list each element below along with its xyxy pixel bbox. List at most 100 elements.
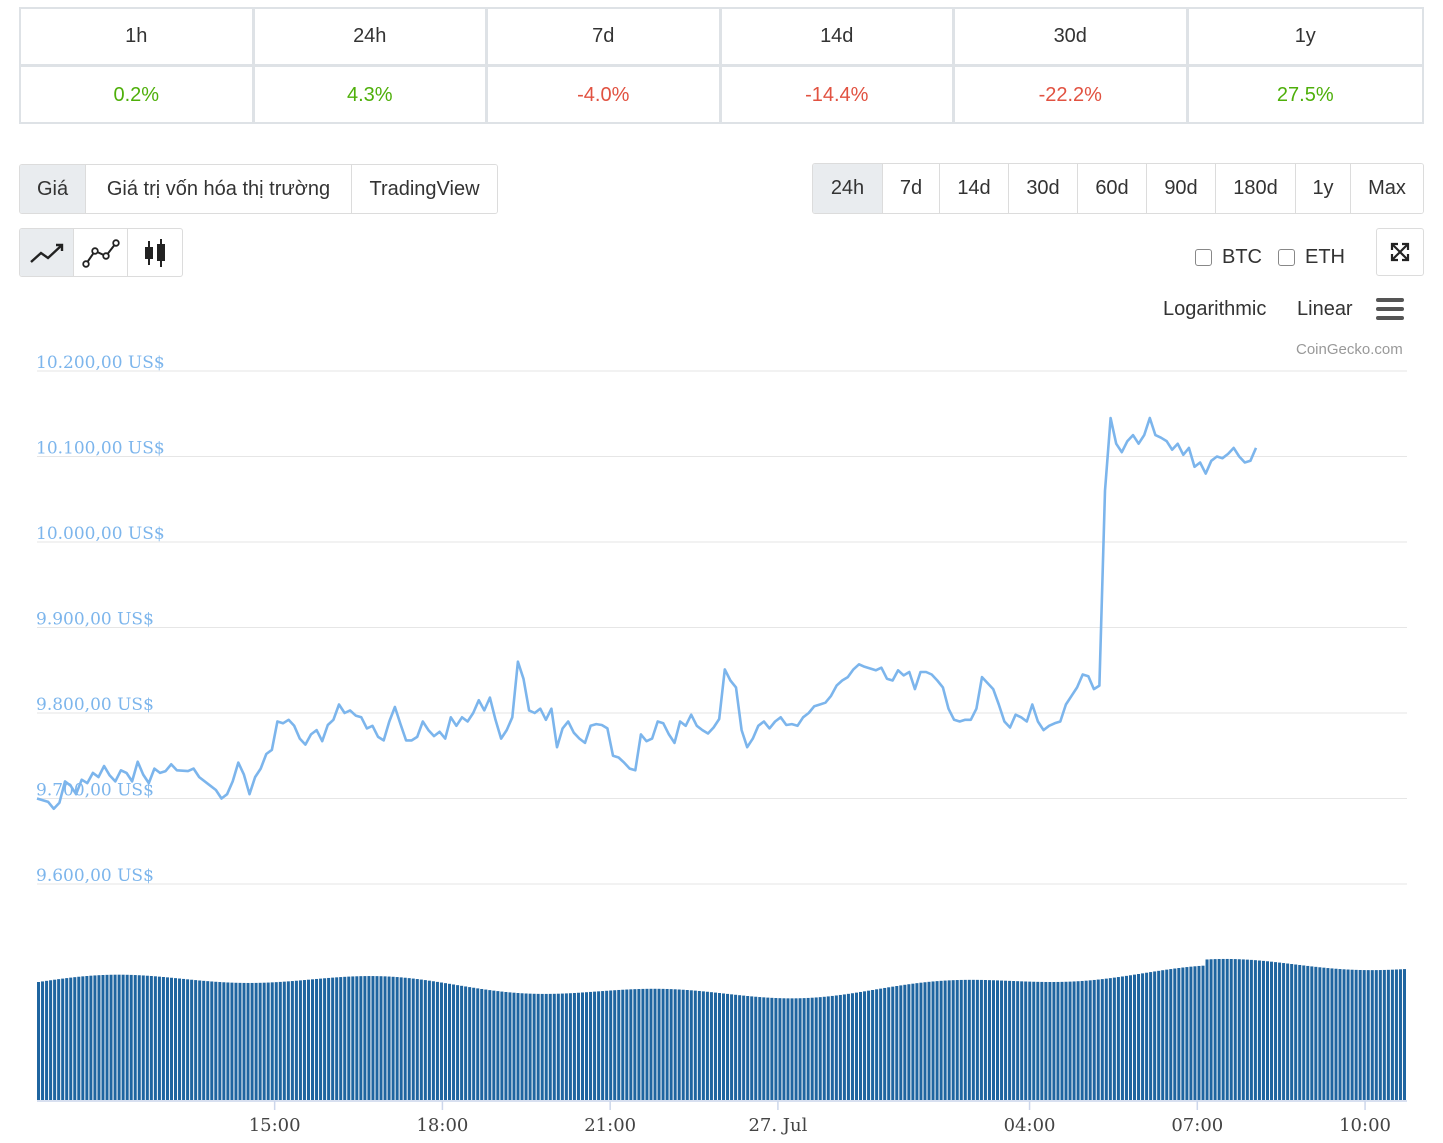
volume-bar	[1318, 967, 1322, 1100]
range-tab-max[interactable]: Max	[1351, 164, 1423, 213]
volume-bar	[863, 991, 867, 1100]
chart-menu-icon[interactable]	[1376, 298, 1404, 320]
volume-bar	[230, 982, 234, 1100]
volume-bar	[746, 996, 750, 1100]
range-tab-24h[interactable]: 24h	[813, 164, 883, 213]
volume-bar	[633, 989, 637, 1100]
volume-bar	[347, 976, 351, 1100]
volume-bar	[1185, 967, 1189, 1100]
compare-eth[interactable]: ETH	[1278, 246, 1345, 269]
volume-bar	[93, 975, 97, 1100]
volume-bar	[274, 982, 278, 1100]
volume-bar	[206, 981, 210, 1100]
volume-bar	[157, 976, 161, 1100]
tab-tradingview[interactable]: TradingView	[352, 165, 497, 213]
range-tab-90d[interactable]: 90d	[1147, 164, 1216, 213]
volume-bar	[585, 992, 589, 1100]
point-line-chart-button[interactable]	[74, 229, 128, 276]
volume-bar	[1141, 973, 1145, 1100]
volume-bar	[182, 978, 186, 1100]
volume-bar	[1370, 970, 1374, 1100]
volume-bar	[443, 983, 447, 1100]
range-tab-1y[interactable]: 1y	[1296, 164, 1351, 213]
tab-market-cap[interactable]: Giá trị vốn hóa thị trường	[86, 165, 352, 213]
volume-bar	[359, 976, 363, 1100]
range-tab-60d[interactable]: 60d	[1078, 164, 1147, 213]
volume-bar	[1100, 979, 1104, 1100]
volume-bar	[548, 993, 552, 1100]
volume-bar	[290, 981, 294, 1100]
range-tab-30d[interactable]: 30d	[1009, 164, 1078, 213]
volume-bar	[198, 980, 202, 1100]
volume-bar	[959, 979, 963, 1100]
volume-bar	[1024, 981, 1028, 1100]
volume-bar	[875, 989, 879, 1100]
volume-bar	[967, 979, 971, 1100]
volume-bar	[1338, 969, 1342, 1100]
volume-bar	[629, 989, 633, 1100]
volume-bar	[991, 980, 995, 1100]
volume-bar	[693, 990, 697, 1100]
volume-bar	[709, 992, 713, 1100]
volume-bar	[488, 990, 492, 1100]
chart-credit: CoinGecko.com	[1296, 341, 1403, 358]
tab-price[interactable]: Giá	[20, 165, 86, 213]
volume-bar	[133, 975, 137, 1100]
volume-bar	[1362, 970, 1366, 1100]
volume-bar	[1076, 981, 1080, 1100]
volume-bar	[524, 993, 528, 1100]
volume-bar	[1040, 981, 1044, 1100]
scale-linear[interactable]: Linear	[1297, 298, 1353, 320]
volume-bar	[923, 982, 927, 1100]
volume-bar	[214, 981, 218, 1100]
volume-bar	[1044, 981, 1048, 1100]
volume-bar	[1004, 980, 1008, 1100]
volume-bar	[576, 992, 580, 1100]
volume-bar	[395, 977, 399, 1100]
volume-bar	[343, 976, 347, 1100]
volume-bar	[766, 997, 770, 1100]
range-tab-180d[interactable]: 180d	[1216, 164, 1296, 213]
volume-bar	[1265, 961, 1269, 1100]
volume-bar	[452, 984, 456, 1100]
volume-bar	[1342, 969, 1346, 1100]
volume-bar	[258, 982, 262, 1100]
volume-bar	[1016, 981, 1020, 1100]
volume-bar	[238, 982, 242, 1100]
fullscreen-button[interactable]	[1376, 228, 1424, 276]
y-tick-label: 10.100,00 US$	[36, 439, 165, 459]
y-tick-label: 9.600,00 US$	[36, 866, 154, 886]
volume-bar	[1068, 981, 1072, 1100]
volume-bar	[1157, 970, 1161, 1100]
scale-logarithmic[interactable]: Logarithmic	[1163, 298, 1267, 320]
x-tick-label: 21:00	[584, 1115, 636, 1136]
volume-bar	[846, 993, 850, 1100]
volume-bar	[722, 993, 726, 1100]
y-axis-labels: 10.200,00 US$ 10.100,00 US$ 10.000,00 US$ 9…	[36, 353, 165, 886]
candlestick-button[interactable]	[128, 229, 182, 276]
btc-checkbox[interactable]	[1195, 249, 1212, 266]
volume-bar	[730, 994, 734, 1100]
volume-bar	[456, 985, 460, 1100]
volume-bar	[540, 993, 544, 1100]
perf-header-1h: 1h	[21, 9, 255, 67]
line-chart-button[interactable]	[20, 229, 74, 276]
volume-bar	[113, 974, 117, 1100]
volume-bar	[1398, 969, 1402, 1100]
volume-bar	[242, 982, 246, 1100]
volume-bar	[1330, 968, 1334, 1100]
volume-bar	[810, 997, 814, 1100]
volume-bar	[161, 976, 165, 1100]
volume-bar	[464, 986, 468, 1100]
range-tab-7d[interactable]: 7d	[883, 164, 940, 213]
volume-bar	[61, 978, 65, 1100]
volume-bar	[178, 978, 182, 1100]
compare-btc[interactable]: BTC	[1195, 246, 1262, 269]
volume-bar	[617, 989, 621, 1100]
volume-bar	[613, 990, 617, 1100]
eth-checkbox[interactable]	[1278, 249, 1295, 266]
volume-bar	[742, 995, 746, 1100]
volume-bar	[854, 992, 858, 1100]
range-tab-14d[interactable]: 14d	[940, 164, 1009, 213]
volume-bar	[149, 975, 153, 1100]
